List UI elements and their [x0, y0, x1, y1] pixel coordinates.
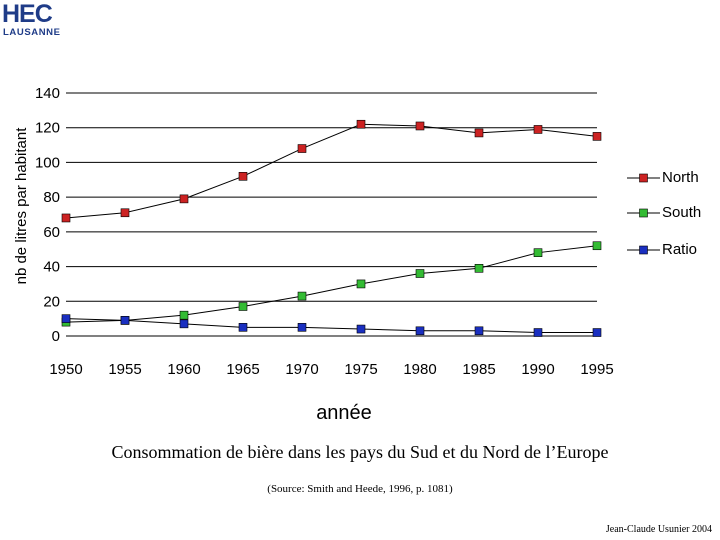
- x-tick-label: 1990: [521, 361, 554, 378]
- data-point-south: [533, 248, 543, 257]
- logo-sub-text: LAUSANNE: [3, 27, 61, 38]
- legend-label: Ratio: [662, 241, 697, 258]
- x-axis-label: année: [316, 402, 372, 424]
- author-credit: Jean-Claude Usunier 2004: [605, 524, 712, 535]
- y-tick-label: 100: [35, 154, 60, 171]
- x-tick-label: 1980: [403, 361, 436, 378]
- x-tick-label: 1950: [49, 361, 82, 378]
- legend-marker-north: [639, 173, 648, 183]
- data-point-north: [61, 213, 71, 223]
- hec-logo: HEC LAUSANNE: [2, 2, 68, 40]
- beer-consumption-chart: 0 20 40 60 80 100 120 140 1950 1955 1960 1965 1970 19…: [13, 85, 701, 424]
- data-point-south: [297, 291, 307, 301]
- y-tick-label: 20: [43, 293, 60, 310]
- legend-label: North: [662, 169, 699, 186]
- series-line-north: [65, 123, 598, 219]
- x-tick-label: 1955: [108, 361, 141, 378]
- data-point-ratio: [238, 323, 248, 332]
- data-point-ratio: [356, 324, 366, 334]
- data-point-ratio: [179, 319, 189, 329]
- data-point-north: [415, 121, 425, 131]
- data-point-ratio: [297, 323, 307, 332]
- data-point-ratio: [61, 314, 71, 323]
- y-tick-label: 140: [35, 85, 60, 102]
- data-point-north: [533, 125, 543, 134]
- series-line-south: [65, 245, 598, 323]
- y-tick-label: 120: [35, 120, 60, 137]
- y-tick-label: 80: [43, 189, 60, 206]
- legend-label: South: [662, 204, 701, 221]
- source-note: (Source: Smith and Heede, 1996, p. 1081): [267, 483, 453, 495]
- legend-marker-south: [639, 208, 648, 218]
- x-tick-label: 1960: [167, 361, 200, 378]
- data-point-ratio: [415, 326, 425, 336]
- x-tick-label: 1985: [462, 361, 495, 378]
- data-point-north: [592, 132, 602, 141]
- data-point-south: [474, 264, 484, 273]
- x-tick-label: 1970: [285, 361, 318, 378]
- x-tick-label: 1965: [226, 361, 259, 378]
- data-point-north: [120, 208, 130, 218]
- data-point-south: [356, 279, 366, 289]
- y-tick-label: 0: [52, 328, 60, 345]
- series-line-ratio: [65, 318, 597, 334]
- data-point-south: [592, 241, 602, 251]
- data-point-ratio: [474, 326, 484, 336]
- data-point-ratio: [120, 316, 130, 325]
- data-point-north: [179, 194, 189, 204]
- data-point-north: [297, 144, 307, 153]
- data-point-ratio: [592, 328, 602, 337]
- data-point-north: [474, 128, 484, 138]
- chart-caption: Consommation de bière dans les pays du S…: [111, 442, 609, 462]
- y-tick-label: 60: [43, 224, 60, 241]
- y-axis-label: nb de litres par habitant: [13, 127, 30, 285]
- data-point-north: [238, 172, 248, 181]
- y-tick-label: 40: [43, 259, 60, 276]
- data-point-ratio: [533, 328, 543, 337]
- data-point-south: [238, 302, 248, 311]
- legend-marker-ratio: [639, 245, 648, 255]
- x-tick-label: 1975: [344, 361, 377, 378]
- logo-main-text: HEC: [2, 0, 53, 28]
- data-point-south: [415, 269, 425, 278]
- data-point-south: [179, 310, 189, 320]
- x-tick-label: 1995: [580, 361, 613, 378]
- data-point-north: [356, 119, 366, 129]
